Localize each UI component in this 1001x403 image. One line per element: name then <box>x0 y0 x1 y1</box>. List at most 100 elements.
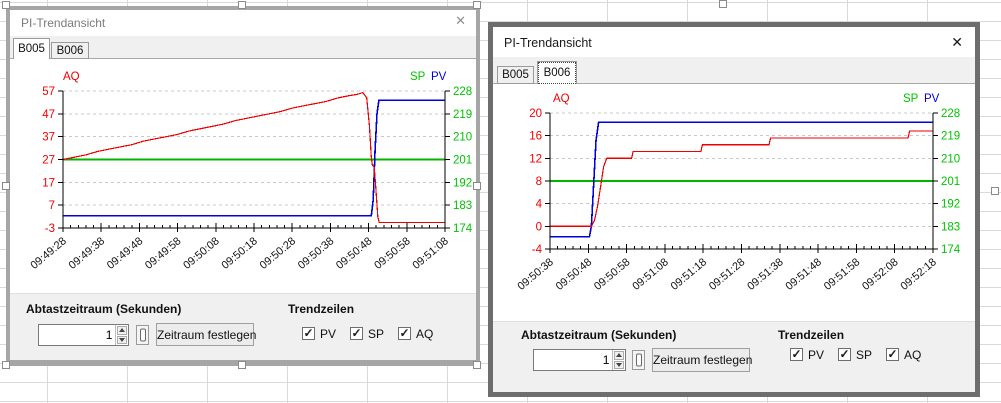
svg-text:183: 183 <box>941 221 960 233</box>
svg-text:09:51:58: 09:51:58 <box>822 256 863 293</box>
close-icon[interactable]: ✕ <box>455 13 466 28</box>
tab-label: B006 <box>56 45 84 57</box>
svg-text:27: 27 <box>42 155 55 167</box>
svg-text:09:52:08: 09:52:08 <box>860 256 901 293</box>
checkbox-aq[interactable]: ✓ <box>398 326 411 340</box>
checkbox-sp-label: SP <box>368 327 385 341</box>
arrow-down-icon <box>616 362 623 367</box>
trend-window-b005: PI-Trendansicht ✕ B005 B006 57 47 37 27 17 7 -… <box>6 6 480 366</box>
svg-text:16: 16 <box>529 131 542 143</box>
svg-text:09:50:48: 09:50:48 <box>554 256 595 293</box>
selection-handle[interactable] <box>2 361 10 369</box>
svg-text:219: 219 <box>453 109 472 121</box>
svg-text:AQ: AQ <box>63 71 80 83</box>
svg-text:37: 37 <box>42 132 55 144</box>
titlebar[interactable]: PI-Trendansicht ✕ <box>10 10 476 36</box>
svg-text:8: 8 <box>536 176 542 188</box>
checkbox-pv-label: PV <box>808 348 825 362</box>
svg-text:09:51:08: 09:51:08 <box>410 235 451 272</box>
svg-text:183: 183 <box>453 200 472 212</box>
svg-text:-4: -4 <box>532 244 543 256</box>
sample-period-stepper <box>612 350 625 370</box>
controls-bar: Abtastzeitraum (Sekunden) Zeitraum festl… <box>10 293 476 360</box>
svg-text:174: 174 <box>453 223 473 235</box>
trend-lines-label: Trendzeilen <box>778 328 845 342</box>
selection-handle[interactable] <box>473 361 481 369</box>
svg-text:09:50:48: 09:50:48 <box>334 235 375 272</box>
tab-b005[interactable]: B005 <box>13 38 50 59</box>
svg-text:17: 17 <box>42 177 55 189</box>
svg-text:201: 201 <box>941 176 960 188</box>
tab-b005[interactable]: B005 <box>497 66 534 84</box>
svg-text:09:50:28: 09:50:28 <box>258 235 299 272</box>
checkbox-aq[interactable]: ✓ <box>886 347 899 361</box>
svg-text:210: 210 <box>453 132 472 144</box>
close-icon[interactable]: ✕ <box>951 34 963 50</box>
selection-handle[interactable] <box>2 182 10 190</box>
selection-handle[interactable] <box>238 361 246 369</box>
sample-period-input[interactable] <box>39 325 116 345</box>
checkbox-aq-label: AQ <box>416 327 434 341</box>
arrow-up-icon <box>119 328 126 333</box>
sample-period-input-wrap <box>38 324 129 346</box>
svg-text:PV: PV <box>924 93 940 105</box>
svg-text:09:51:48: 09:51:48 <box>784 256 825 293</box>
selection-handle[interactable] <box>991 187 999 195</box>
stepper-down-button[interactable] <box>117 335 127 344</box>
svg-text:09:50:38: 09:50:38 <box>515 256 556 293</box>
set-period-button[interactable]: Zeitraum festlegen <box>156 323 256 346</box>
selection-handle[interactable] <box>473 182 481 190</box>
selection-handle[interactable] <box>2 1 10 9</box>
svg-text:228: 228 <box>941 108 960 120</box>
svg-text:09:52:18: 09:52:18 <box>898 256 939 293</box>
svg-text:09:49:38: 09:49:38 <box>67 235 108 272</box>
tab-strip: B005 B006 <box>493 57 975 84</box>
range-grip-button[interactable] <box>632 350 645 370</box>
arrow-up-icon <box>616 353 623 358</box>
svg-text:174: 174 <box>941 244 961 256</box>
checkbox-pv-label: PV <box>320 327 337 341</box>
range-grip-button[interactable] <box>136 325 149 345</box>
checkbox-pv[interactable]: ✓ <box>790 347 803 361</box>
stepper-up-button[interactable] <box>117 326 127 335</box>
svg-text:228: 228 <box>453 86 472 98</box>
sample-period-label: Abtastzeitraum (Sekunden) <box>521 328 677 342</box>
svg-text:09:50:58: 09:50:58 <box>372 235 413 272</box>
checkbox-sp-label: SP <box>856 348 873 362</box>
checkbox-pv[interactable]: ✓ <box>302 326 315 340</box>
svg-text:09:51:28: 09:51:28 <box>707 256 748 293</box>
trend-lines-label: Trendzeilen <box>288 302 355 316</box>
checkbox-sp[interactable]: ✓ <box>350 326 363 340</box>
tab-label: B006 <box>538 62 576 84</box>
set-period-button[interactable]: Zeitraum festlegen <box>652 348 752 372</box>
svg-text:AQ: AQ <box>553 93 570 105</box>
tab-b006[interactable]: B006 <box>51 42 89 59</box>
svg-text:192: 192 <box>941 199 960 211</box>
sample-period-label: Abtastzeitraum (Sekunden) <box>26 302 182 316</box>
svg-text:09:50:08: 09:50:08 <box>181 235 222 272</box>
selection-handle[interactable] <box>719 0 727 8</box>
titlebar[interactable]: PI-Trendansicht ✕ <box>493 27 975 57</box>
svg-text:09:49:28: 09:49:28 <box>28 235 69 272</box>
trend-chart-b005: 57 47 37 27 17 7 -3 228 219 210 201 192 183 174 09:49:… <box>28 71 473 272</box>
svg-text:12: 12 <box>529 153 542 165</box>
selection-handle[interactable] <box>473 1 481 9</box>
stepper-down-button[interactable] <box>614 360 624 369</box>
tab-b006[interactable]: B006 <box>537 61 577 84</box>
sample-period-input[interactable] <box>534 350 613 370</box>
arrow-down-icon <box>119 337 126 342</box>
svg-text:09:50:18: 09:50:18 <box>219 235 260 272</box>
trend-chart-b006: 20 16 12 8 4 0 -4 228 219 210 201 192 183 174 09:50:38… <box>515 93 961 293</box>
controls-bar: Abtastzeitraum (Sekunden) Zeitraum festl… <box>493 321 975 392</box>
svg-text:47: 47 <box>42 109 55 121</box>
checkbox-aq-label: AQ <box>904 348 922 362</box>
svg-text:09:51:18: 09:51:18 <box>669 256 710 293</box>
checkbox-sp[interactable]: ✓ <box>838 347 851 361</box>
svg-text:4: 4 <box>536 199 543 211</box>
window-title: PI-Trendansicht <box>21 16 106 30</box>
selection-handle[interactable] <box>238 1 246 9</box>
svg-text:09:49:48: 09:49:48 <box>105 235 146 272</box>
svg-text:57: 57 <box>42 86 55 98</box>
stepper-up-button[interactable] <box>614 351 624 360</box>
